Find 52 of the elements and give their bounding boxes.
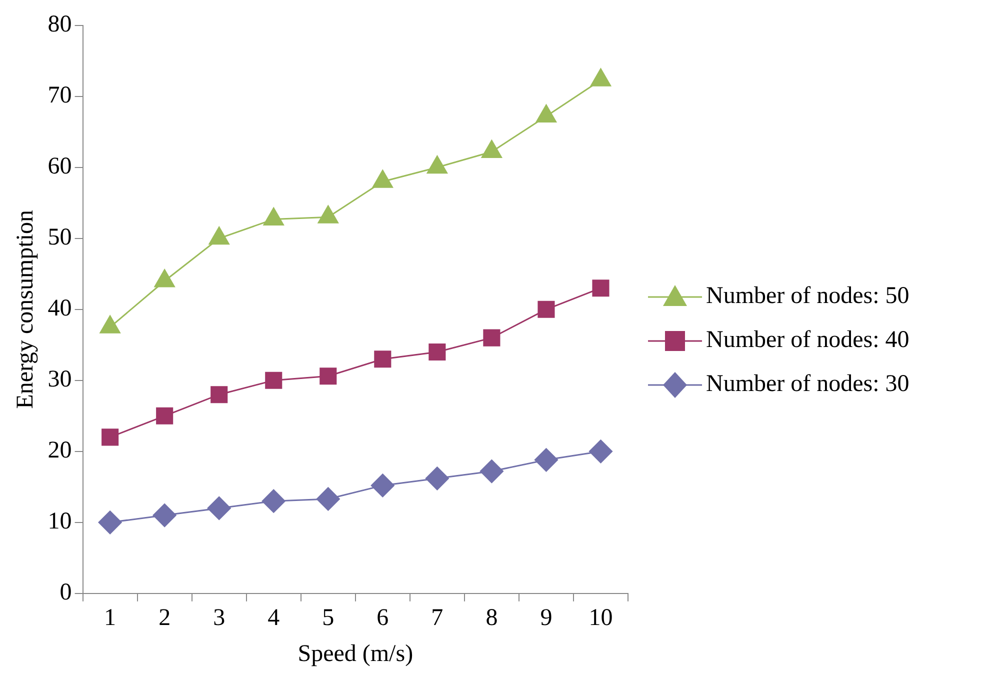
x-tick-label: 5 (322, 605, 334, 632)
point (428, 343, 446, 361)
point (318, 205, 338, 224)
point (426, 156, 448, 174)
point (320, 368, 337, 385)
point (210, 386, 228, 404)
point (372, 170, 393, 188)
point (588, 440, 612, 464)
point (425, 466, 449, 490)
point (207, 496, 231, 520)
y-tick-label: 80 (48, 12, 72, 38)
point (370, 474, 394, 498)
point (590, 68, 612, 86)
x-tick-label: 3 (213, 605, 226, 632)
y-tick-label: 40 (48, 296, 72, 322)
x-axis-title: Speed (m/s) (298, 640, 414, 667)
point (98, 510, 122, 534)
x-tick-label: 6 (376, 605, 389, 632)
y-tick-label: 60 (48, 154, 72, 180)
y-axis-title: Energy consumption (12, 210, 39, 409)
y-tick-label: 50 (48, 224, 72, 251)
point (262, 489, 286, 513)
y-tick-label: 70 (48, 82, 72, 109)
legend-label: Number of nodes: 40 (706, 327, 910, 354)
point (102, 428, 119, 446)
y-tick-label: 30 (48, 366, 72, 393)
legend-label: Number of nodes: 30 (706, 371, 910, 398)
y-tick-label: 20 (48, 438, 72, 464)
x-tick-label: 8 (486, 605, 498, 632)
point (374, 350, 392, 368)
point (483, 329, 500, 346)
legend-label: Number of nodes: 50 (706, 283, 910, 310)
point (316, 487, 340, 511)
point (536, 104, 556, 123)
point (480, 460, 504, 484)
point (265, 372, 282, 389)
x-tick-label: 2 (158, 605, 171, 632)
point (538, 300, 555, 318)
y-tick-label: 0 (60, 580, 72, 606)
x-tick-label: 7 (431, 605, 444, 632)
point (156, 407, 174, 424)
point (534, 448, 558, 472)
x-tick-label: 9 (540, 605, 552, 632)
point (154, 269, 175, 288)
x-tick-label: 10 (588, 605, 613, 632)
point (481, 140, 502, 158)
x-tick-label: 4 (268, 605, 280, 632)
x-tick-label: 1 (104, 605, 116, 632)
point (152, 504, 176, 528)
y-tick-label: 10 (48, 508, 72, 535)
point (208, 226, 230, 245)
point (263, 207, 284, 226)
